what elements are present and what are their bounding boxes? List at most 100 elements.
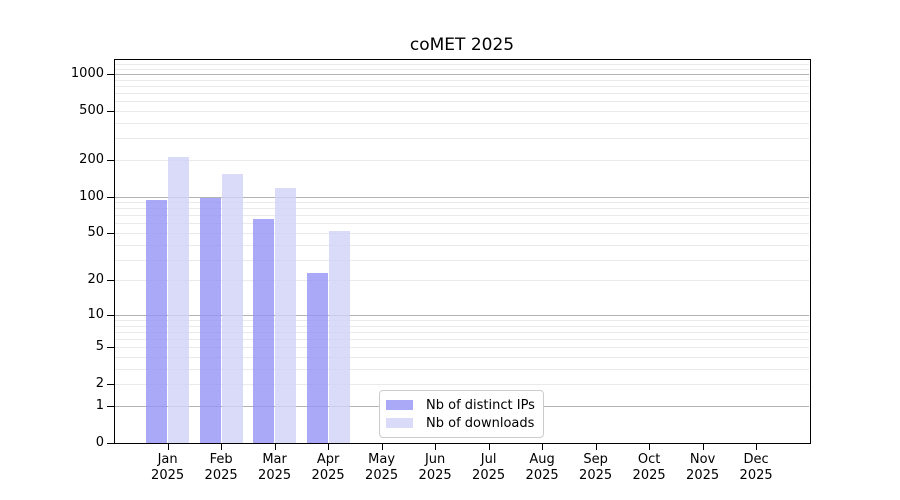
x-tick-mark [595,444,597,450]
x-tick-year: 2025 [579,468,613,483]
x-tick-mark [381,444,383,450]
gridline-minor [115,93,809,94]
gridline-minor [115,138,809,140]
gridline-minor [115,384,809,386]
gridline-minor [115,368,809,370]
x-tick-year: 2025 [365,468,399,483]
gridline-minor [115,320,809,321]
x-tick-year: 2025 [472,468,506,483]
gridline-major [115,73,809,75]
gridline-minor [115,68,809,70]
bar-distinct-ips [199,198,221,443]
x-tick-label: Apr 2025 [296,452,360,484]
x-tick-label: Jul 2025 [457,452,521,484]
gridline-minor [115,85,809,87]
x-tick-month: Mar [262,452,287,467]
bar-distinct-ips [146,200,168,443]
gridline-minor [115,331,809,333]
x-tick-label: Jan 2025 [136,452,200,484]
x-tick-month: Dec [743,452,769,467]
y-tick-label: 200 [79,151,104,167]
y-tick-label: 1000 [70,65,104,81]
x-tick-month: Jun [424,452,446,467]
y-tick-mark [107,384,114,386]
gridline-minor [115,233,809,234]
y-tick-label: 20 [87,272,104,288]
x-tick-mark [649,444,651,450]
x-tick-year: 2025 [418,468,452,483]
y-tick-label: 10 [87,306,104,322]
gridline-major [115,196,809,198]
legend-item-downloads: Nb of downloads [386,415,537,431]
x-tick-label: May 2025 [350,452,414,484]
legend-item-distinct-ips: Nb of distinct IPs [386,397,537,413]
x-tick-mark [221,444,223,450]
gridline-minor [115,325,809,327]
x-tick-mark [167,444,169,450]
y-tick-label: 2 [95,376,104,392]
x-tick-label: Aug 2025 [510,452,574,484]
bar-downloads [221,174,243,443]
bar-distinct-ips [253,219,275,443]
gridline-minor [115,244,809,246]
x-tick-label: Oct 2025 [617,452,681,484]
y-tick-mark [107,233,114,234]
x-tick-year: 2025 [258,468,292,483]
gridline-minor [115,159,809,161]
y-tick-mark [107,196,114,198]
y-tick-mark [107,406,114,407]
gridline-minor [115,215,809,217]
y-tick-label: 500 [79,102,104,118]
gridline-minor [115,122,809,124]
x-tick-year: 2025 [525,468,559,483]
legend-label-distinct-ips: Nb of distinct IPs [426,397,535,413]
x-tick-mark [488,444,490,450]
bar-downloads [168,156,190,443]
x-tick-month: Aug [529,452,555,467]
y-tick-mark [107,443,114,444]
y-tick-mark [107,280,114,282]
y-tick-mark [107,110,114,112]
x-tick-month: Feb [209,452,233,467]
x-tick-month: May [368,452,396,467]
x-tick-label: Dec 2025 [724,452,788,484]
y-tick-mark [107,159,114,161]
legend-label-downloads: Nb of downloads [426,415,535,431]
gridline-minor [115,339,809,341]
x-tick-mark [435,444,437,450]
x-tick-year: 2025 [204,468,238,483]
x-tick-label: Mar 2025 [243,452,307,484]
chart-title: coMET 2025 [409,35,515,55]
y-tick-label: 5 [95,339,104,355]
x-tick-month: Oct [637,452,661,467]
x-tick-mark [274,444,276,450]
legend-swatch-distinct-ips [386,400,413,410]
gridline-minor [115,347,809,349]
x-tick-mark [702,444,704,450]
gridline-minor [115,110,809,112]
gridline-minor [115,202,809,203]
x-tick-mark [542,444,544,450]
x-tick-year: 2025 [311,468,345,483]
y-tick-label: 0 [95,435,104,450]
x-tick-mark [328,444,330,450]
gridline-minor [115,223,809,225]
x-tick-label: Sep 2025 [564,452,628,484]
gridline-minor [115,357,809,358]
x-tick-month: Apr [316,452,340,467]
plot-area [114,59,811,444]
x-tick-month: Jul [480,452,497,467]
x-tick-mark [756,444,758,450]
legend-swatch-downloads [386,418,413,428]
gridline-minor [115,79,809,81]
y-tick-mark [107,73,114,75]
y-tick-label: 100 [79,188,104,204]
gridline-major [115,314,809,316]
x-tick-month: Sep [583,452,608,467]
bar-downloads [328,230,350,443]
bar-downloads [275,188,297,443]
y-tick-mark [107,314,114,316]
bar-distinct-ips [306,273,328,443]
y-tick-mark [107,347,114,349]
